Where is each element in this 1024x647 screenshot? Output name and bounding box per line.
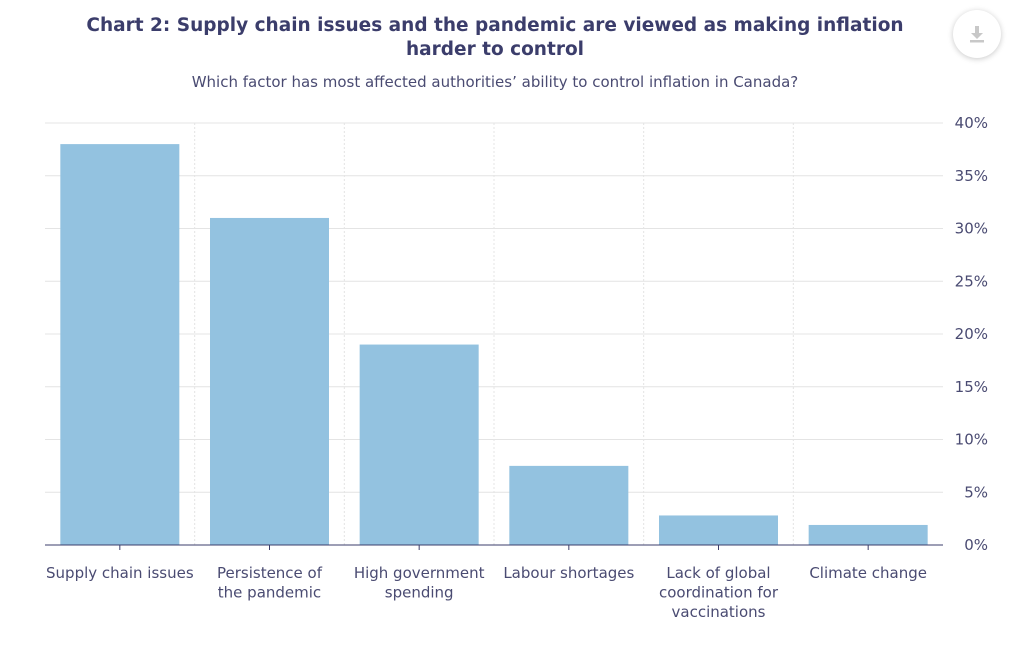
bar xyxy=(210,217,329,545)
y-tick-label: 30% xyxy=(955,220,988,238)
download-icon xyxy=(970,26,984,43)
bar xyxy=(808,524,928,545)
y-tick-label: 5% xyxy=(964,483,988,501)
bar xyxy=(359,344,479,545)
x-category-label: Supply chain issues xyxy=(46,564,194,582)
y-tick-label: 15% xyxy=(955,378,988,396)
y-tick-label: 0% xyxy=(964,536,988,554)
x-category-label: High government spending xyxy=(354,564,485,602)
x-category-label: Lack of global coordination for vaccinatio… xyxy=(659,564,779,621)
bar xyxy=(509,465,629,545)
download-button[interactable] xyxy=(953,10,1001,58)
y-tick-label: 20% xyxy=(955,325,988,343)
x-category-label: Labour shortages xyxy=(503,564,634,582)
y-tick-label: 40% xyxy=(955,114,988,132)
x-category-label: Persistence of the pandemic xyxy=(217,564,323,602)
chart-title: Chart 2: Supply chain issues and the pan… xyxy=(86,15,904,60)
y-tick-label: 25% xyxy=(955,272,988,290)
x-category-label: Climate change xyxy=(809,564,927,582)
bar xyxy=(60,144,180,545)
bar xyxy=(659,515,778,545)
y-tick-label: 35% xyxy=(955,167,988,185)
chart-subtitle: Which factor has most affected authoriti… xyxy=(191,73,799,91)
y-tick-label: 10% xyxy=(955,431,988,449)
